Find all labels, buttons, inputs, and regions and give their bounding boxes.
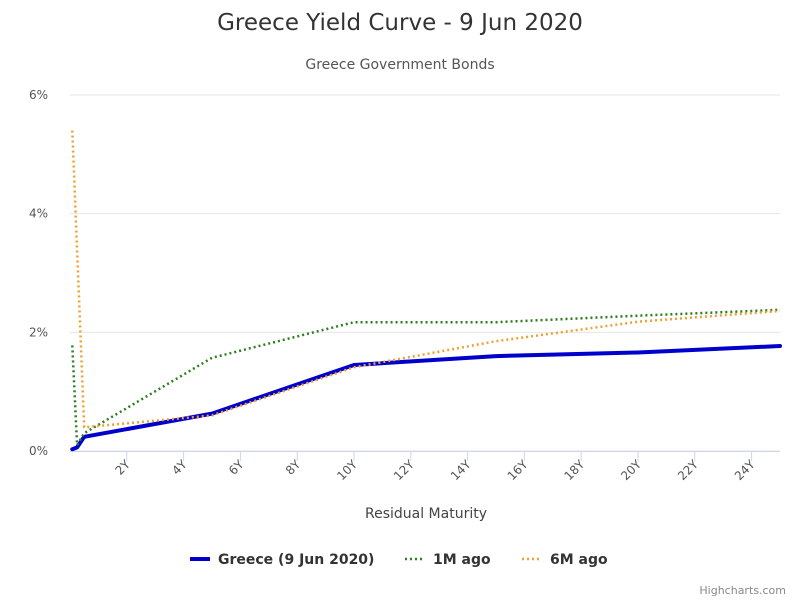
legend-item[interactable]: 1M ago	[405, 552, 491, 568]
series-line[interactable]	[70, 344, 782, 452]
y-axis-ticks: 0% 2% 4% 6%	[29, 88, 48, 458]
chart-subtitle: Greece Government Bonds	[305, 57, 494, 73]
chart-title: Greece Yield Curve - 9 Jun 2020	[217, 10, 583, 36]
x-tick-label: 24Y	[732, 457, 758, 483]
x-axis-title: Residual Maturity	[365, 506, 487, 522]
y-tick-label: 6%	[29, 88, 48, 102]
credits-link[interactable]: Highcharts.com	[699, 584, 786, 597]
x-tick-label: 18Y	[561, 457, 587, 483]
legend-item[interactable]: Greece (9 Jun 2020)	[190, 552, 374, 568]
x-tick-label: 2Y	[112, 457, 133, 478]
y-tick-label: 4%	[29, 207, 48, 221]
series-line[interactable]	[71, 130, 781, 429]
y-tick-label: 2%	[29, 325, 48, 339]
legend-label: 6M ago	[550, 552, 608, 568]
x-axis: 2Y 4Y 6Y 8Y 10Y 12Y 14Y 16Y 18Y 20Y 22Y 24Y	[70, 451, 780, 483]
series-line[interactable]	[71, 308, 781, 447]
legend-label: 1M ago	[433, 552, 491, 568]
y-tick-label: 0%	[29, 444, 48, 458]
x-tick-label: 4Y	[169, 457, 190, 478]
series-lines	[70, 130, 782, 452]
x-tick-label: 10Y	[334, 457, 360, 483]
x-tick-label: 6Y	[226, 457, 247, 478]
legend: Greece (9 Jun 2020) 1M ago 6M ago	[190, 552, 608, 568]
x-tick-label: 14Y	[448, 457, 474, 483]
grid-lines	[70, 94, 780, 452]
legend-item[interactable]: 6M ago	[522, 552, 608, 568]
legend-label: Greece (9 Jun 2020)	[218, 552, 374, 568]
x-tick-label: 12Y	[391, 457, 417, 483]
x-tick-label: 8Y	[283, 457, 304, 478]
x-tick-label: 16Y	[505, 457, 531, 483]
x-tick-label: 20Y	[618, 457, 644, 483]
x-tick-label: 22Y	[675, 457, 701, 483]
